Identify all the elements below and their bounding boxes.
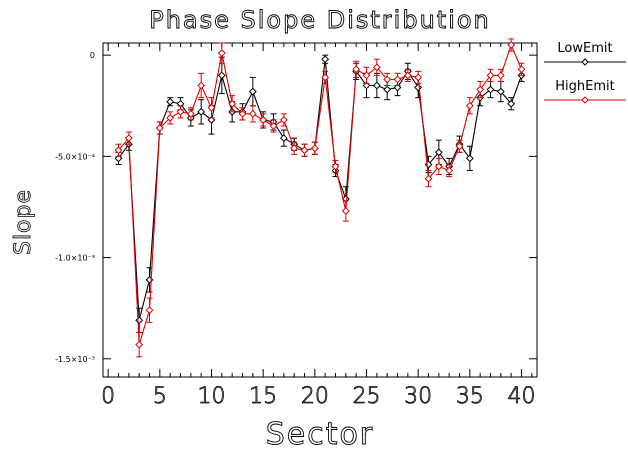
y-axis-label: Slope xyxy=(11,189,36,255)
series-line-lowemit xyxy=(118,59,523,321)
data-point xyxy=(279,116,288,124)
data-point xyxy=(517,65,526,74)
data-point xyxy=(248,109,257,118)
data-point xyxy=(321,73,330,82)
data-point xyxy=(465,154,474,163)
data-point xyxy=(321,55,330,64)
data-point xyxy=(259,116,268,124)
legend-label-lowemit: LowEmit xyxy=(557,41,612,56)
data-point xyxy=(310,144,319,153)
plot-frame xyxy=(102,42,538,378)
data-point xyxy=(290,144,299,153)
data-point xyxy=(507,99,516,108)
series-highemit xyxy=(114,38,526,358)
data-point xyxy=(279,134,288,143)
data-point xyxy=(207,103,216,112)
data-point xyxy=(383,85,392,94)
data-point xyxy=(383,75,392,84)
chart-title: Phase Slope Distribution xyxy=(149,6,491,34)
data-point xyxy=(217,49,226,58)
data-point xyxy=(403,71,412,80)
data-point xyxy=(197,107,206,116)
data-point xyxy=(393,83,402,92)
data-point xyxy=(414,73,423,82)
data-point xyxy=(362,71,371,80)
data-point xyxy=(476,85,485,94)
data-point xyxy=(166,113,175,122)
data-point xyxy=(114,146,123,155)
data-point xyxy=(465,101,474,110)
data-point xyxy=(434,162,443,171)
series-layer xyxy=(114,38,526,358)
data-point xyxy=(372,63,381,72)
data-point xyxy=(341,207,350,215)
y-axis: 0 -5.0×10⁻⁴ -1.0×10⁻³ -1.5×10⁻³ xyxy=(55,51,537,364)
x-axis-label: Sector xyxy=(266,417,374,450)
x-tick-label: 35 xyxy=(456,384,484,409)
data-point xyxy=(186,109,195,118)
x-axis: 0 5 10 15 20 25 30 35 40 xyxy=(101,43,536,409)
x-tick-label: 0 xyxy=(101,384,115,409)
data-point xyxy=(486,71,495,80)
data-point xyxy=(372,81,381,90)
data-point xyxy=(352,65,361,74)
data-point xyxy=(135,340,144,349)
legend-label-highemit: HighEmit xyxy=(555,79,614,94)
y-tick-label: 0 xyxy=(90,51,95,60)
data-point xyxy=(145,306,154,315)
x-tick-label: 30 xyxy=(404,384,432,409)
data-point xyxy=(331,162,340,171)
data-point xyxy=(300,146,309,155)
legend-marker-highemit xyxy=(581,96,589,104)
data-point xyxy=(238,109,247,118)
data-point xyxy=(496,71,505,80)
data-point xyxy=(166,97,175,106)
x-tick-label: 40 xyxy=(508,384,536,409)
x-tick-label: 20 xyxy=(301,384,329,409)
x-tick-label: 5 xyxy=(153,384,167,409)
x-tick-label: 25 xyxy=(353,384,381,409)
data-point xyxy=(124,134,133,143)
series-line-highemit xyxy=(118,43,523,345)
data-point xyxy=(393,75,402,84)
y-tick-label: -1.5×10⁻³ xyxy=(55,355,95,364)
legend: LowEmit HighEmit xyxy=(544,41,626,104)
data-point xyxy=(176,107,185,116)
data-point xyxy=(155,124,164,132)
data-point xyxy=(207,116,216,124)
data-point xyxy=(248,87,257,96)
y-tick-label: -5.0×10⁻⁴ xyxy=(55,152,95,161)
x-tick-label: 15 xyxy=(249,384,277,409)
data-point xyxy=(414,83,423,92)
data-point xyxy=(455,142,464,151)
data-point xyxy=(197,81,206,90)
series-lowemit xyxy=(114,54,526,333)
legend-marker-lowemit xyxy=(581,58,589,66)
data-point xyxy=(496,87,505,96)
data-point xyxy=(434,148,443,157)
data-point xyxy=(507,41,516,49)
data-point xyxy=(135,316,144,325)
data-point xyxy=(486,85,495,94)
data-point xyxy=(445,166,454,175)
x-tick-label: 10 xyxy=(198,384,226,409)
data-point xyxy=(217,71,226,80)
y-tick-label: -1.0×10⁻³ xyxy=(55,254,95,263)
data-point xyxy=(269,122,278,130)
data-point xyxy=(424,174,433,183)
data-point xyxy=(228,99,237,108)
